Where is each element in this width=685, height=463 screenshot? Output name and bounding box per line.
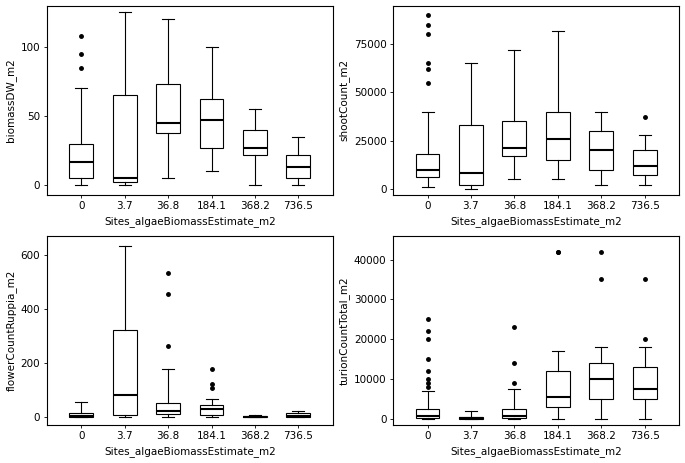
PathPatch shape	[459, 417, 483, 419]
X-axis label: Sites_algaeBiomassEstimate_m2: Sites_algaeBiomassEstimate_m2	[450, 446, 622, 457]
X-axis label: Sites_algaeBiomassEstimate_m2: Sites_algaeBiomassEstimate_m2	[104, 216, 275, 227]
PathPatch shape	[589, 131, 613, 169]
PathPatch shape	[546, 371, 570, 407]
PathPatch shape	[633, 150, 657, 175]
PathPatch shape	[199, 405, 223, 415]
PathPatch shape	[199, 100, 223, 148]
PathPatch shape	[69, 413, 93, 417]
PathPatch shape	[416, 154, 440, 177]
X-axis label: Sites_algaeBiomassEstimate_m2: Sites_algaeBiomassEstimate_m2	[104, 446, 275, 457]
PathPatch shape	[546, 112, 570, 160]
PathPatch shape	[633, 367, 657, 399]
Y-axis label: turionCountTotal_m2: turionCountTotal_m2	[339, 276, 350, 384]
PathPatch shape	[416, 409, 440, 419]
PathPatch shape	[503, 409, 526, 419]
PathPatch shape	[459, 125, 483, 185]
PathPatch shape	[113, 95, 136, 182]
PathPatch shape	[243, 130, 267, 155]
Y-axis label: flowerCountRuppia_m2: flowerCountRuppia_m2	[5, 269, 16, 391]
PathPatch shape	[503, 121, 526, 156]
PathPatch shape	[243, 416, 267, 417]
PathPatch shape	[69, 144, 93, 178]
X-axis label: Sites_algaeBiomassEstimate_m2: Sites_algaeBiomassEstimate_m2	[450, 216, 622, 227]
PathPatch shape	[589, 363, 613, 399]
PathPatch shape	[286, 155, 310, 178]
PathPatch shape	[286, 413, 310, 417]
Y-axis label: shootCount_m2: shootCount_m2	[338, 59, 349, 141]
Y-axis label: biomassDW_m2: biomassDW_m2	[5, 58, 16, 142]
PathPatch shape	[156, 403, 180, 414]
PathPatch shape	[156, 84, 180, 132]
PathPatch shape	[113, 330, 136, 415]
